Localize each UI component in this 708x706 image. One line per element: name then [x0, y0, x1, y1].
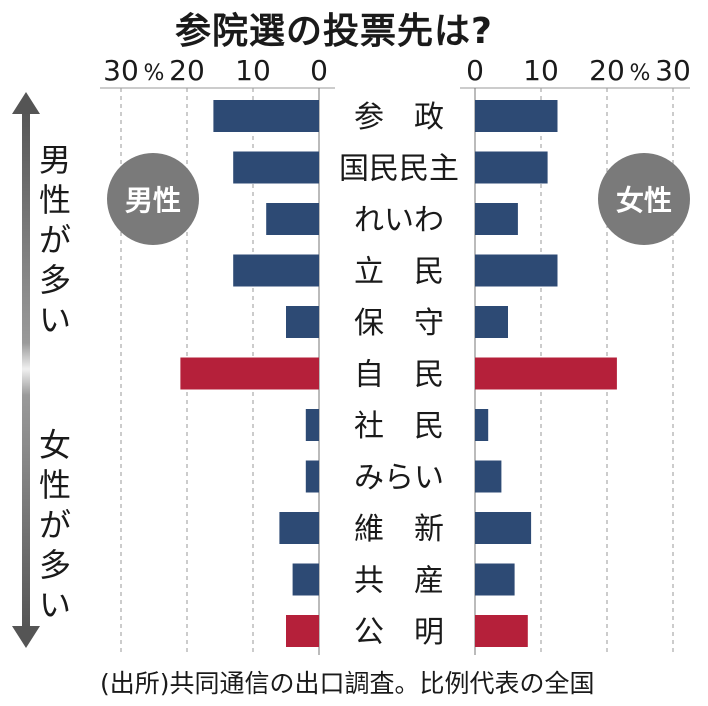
category-label: れいわ	[354, 203, 444, 238]
tick-unit-right: %	[630, 61, 651, 86]
bar-female	[475, 563, 515, 596]
top-char: 性	[38, 181, 71, 219]
bar-female	[475, 254, 558, 287]
bottom-char: 性	[38, 466, 71, 504]
bar-male	[213, 100, 319, 132]
bar-male	[305, 460, 319, 493]
bottom-char: が	[38, 506, 71, 544]
more-women-label: 女性が多い	[35, 425, 75, 625]
bar-female	[475, 460, 502, 493]
bar-male	[286, 306, 319, 338]
tick-label-left: 30	[103, 54, 139, 87]
bar-female	[475, 151, 548, 184]
female-badge: 女性	[598, 153, 690, 245]
bottom-char: い	[38, 586, 71, 624]
tick-label-left: 20	[169, 54, 205, 87]
arrow-head-down	[12, 626, 40, 648]
top-char: 男	[38, 141, 71, 179]
bar-male	[233, 254, 319, 287]
tick-label-right: 10	[523, 54, 559, 87]
bar-male	[279, 512, 319, 544]
category-label: 公 明	[354, 615, 444, 650]
bar-male	[180, 357, 319, 390]
bottom-char: 多	[38, 546, 71, 584]
bar-female	[475, 409, 489, 441]
category-label: 保 守	[354, 306, 444, 341]
top-char: 多	[38, 261, 71, 299]
bar-female	[475, 306, 508, 338]
category-label: 自 民	[354, 358, 444, 393]
tick-label-right: 30	[655, 54, 691, 87]
category-label: 立 民	[354, 255, 444, 290]
tick-label-left: 10	[235, 54, 271, 87]
double-arrow-icon	[12, 92, 40, 648]
bottom-char: 女	[38, 426, 71, 464]
more-men-label: 男性が多い	[35, 140, 75, 340]
bar-male	[286, 615, 319, 647]
tick-label-right: 0	[466, 54, 484, 87]
category-label: みらい	[354, 461, 444, 496]
tick-label-right: 20	[589, 54, 625, 87]
category-label: 維 新	[354, 512, 444, 547]
category-label: 国民民主	[339, 152, 459, 187]
category-label: 社 民	[354, 409, 444, 444]
bar-female	[475, 615, 528, 647]
male-badge: 男性	[107, 153, 199, 245]
bar-male	[266, 203, 319, 235]
source-note: (出所)共同通信の出口調査。比例代表の全国	[100, 669, 595, 698]
bar-male	[233, 151, 319, 184]
top-char: い	[38, 301, 71, 339]
tick-label-left: 0	[310, 54, 328, 87]
bar-female	[475, 357, 617, 390]
chart-title: 参院選の投票先は?	[175, 11, 493, 52]
top-char: が	[38, 221, 71, 259]
bar-female	[475, 203, 518, 235]
category-label: 共 産	[354, 564, 444, 599]
bar-female	[475, 100, 558, 132]
bar-male	[305, 409, 319, 441]
arrow-shaft	[22, 108, 30, 630]
tick-unit-left: %	[144, 61, 165, 86]
category-label: 参 政	[354, 100, 444, 135]
bar-female	[475, 512, 532, 544]
arrow-head-up	[12, 92, 40, 114]
bar-male	[292, 563, 319, 596]
